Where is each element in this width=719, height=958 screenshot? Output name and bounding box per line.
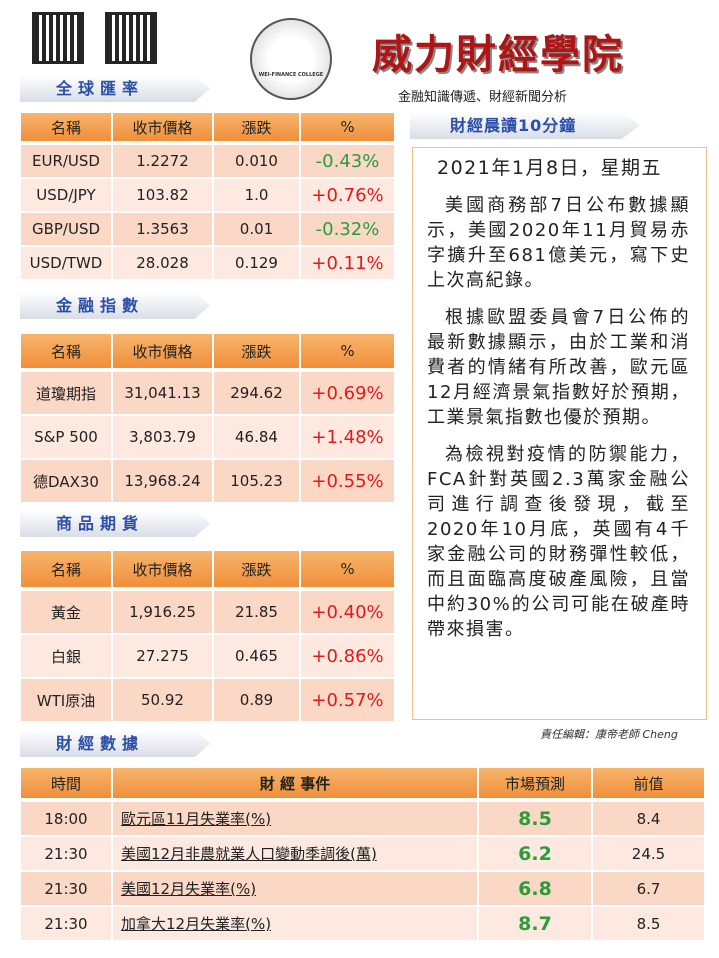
column-header: 收市價格 xyxy=(112,550,213,588)
table-cell: 1.3563 xyxy=(112,212,213,246)
subtitle: 金融知識傳遞、財經新聞分析 xyxy=(398,90,568,105)
section-banner: 財經晨讀10分鐘 xyxy=(410,112,640,139)
table-cell: 8.7 xyxy=(478,906,592,941)
table-cell: 294.62 xyxy=(213,371,300,415)
table-cell: 21:30 xyxy=(20,871,112,906)
table-cell: 0.89 xyxy=(213,678,300,722)
table-cell: 6.8 xyxy=(478,871,592,906)
table-cell: +0.57% xyxy=(300,678,395,722)
column-header: 財 經 事件 xyxy=(112,767,478,799)
paragraph: 為檢視對疫情的防禦能力，FCA針對英國2.3萬家金融公司進行調查後發現，截至20… xyxy=(427,444,690,640)
table-cell: 1.2272 xyxy=(112,144,213,178)
table-cell: 黃金 xyxy=(20,590,112,634)
table-cell: +0.86% xyxy=(300,634,395,678)
column-header: 名稱 xyxy=(20,112,112,142)
column-header: 名稱 xyxy=(20,550,112,588)
table-cell: +0.55% xyxy=(300,459,395,503)
table-cell: 3,803.79 xyxy=(112,415,213,459)
table-cell: +0.40% xyxy=(300,590,395,634)
column-header: 前值 xyxy=(592,767,705,799)
table-cell: 103.82 xyxy=(112,178,213,212)
table-cell: 27.275 xyxy=(112,634,213,678)
section-banner: 財經數據 xyxy=(20,730,210,757)
table-cell: +0.76% xyxy=(300,178,395,212)
table-cell: -0.43% xyxy=(300,144,395,178)
column-header: 名稱 xyxy=(20,333,112,369)
table-cell: 18:00 xyxy=(20,801,112,836)
table-cell: 0.01 xyxy=(213,212,300,246)
column-header: % xyxy=(300,550,395,588)
table-cell: 24.5 xyxy=(592,836,705,871)
paragraph: 根據歐盟委員會7日公佈的最新數據顯示，由於工業和消費者的情緒有所改善，歐元區12… xyxy=(427,307,690,428)
table-cell: 美國12月失業率(%) xyxy=(112,871,478,906)
table-cell: 21.85 xyxy=(213,590,300,634)
table-cell: 美國12月非農就業人口變動季調後(萬) xyxy=(112,836,478,871)
table-cell: GBP/USD xyxy=(20,212,112,246)
table-cell: WTI原油 xyxy=(20,678,112,722)
table-cell: 28.028 xyxy=(112,246,213,280)
table-cell: 105.23 xyxy=(213,459,300,503)
table-cell: 歐元區11月失業率(%) xyxy=(112,801,478,836)
article-date: 2021年1月8日，星期五 xyxy=(437,157,663,179)
table-cell: +0.69% xyxy=(300,371,395,415)
qr-code xyxy=(105,12,157,64)
table-cell: 加拿大12月失業率(%) xyxy=(112,906,478,941)
section-banner: 全球匯率 xyxy=(20,75,210,102)
table-cell: 0.010 xyxy=(213,144,300,178)
table-cell: 8.4 xyxy=(592,801,705,836)
table-cell: 德DAX30 xyxy=(20,459,112,503)
table-cell: 50.92 xyxy=(112,678,213,722)
column-header: % xyxy=(300,112,395,142)
title: 威力財經學院 xyxy=(372,32,624,78)
column-header: 收市價格 xyxy=(112,112,213,142)
table-cell: USD/JPY xyxy=(20,178,112,212)
table-cell: USD/TWD xyxy=(20,246,112,280)
table-cell: S&P 500 xyxy=(20,415,112,459)
table-cell: 6.7 xyxy=(592,871,705,906)
logo: WEI-FINANCE COLLEGE xyxy=(250,18,332,100)
table-cell: EUR/USD xyxy=(20,144,112,178)
column-header: % xyxy=(300,333,395,369)
column-header: 收市價格 xyxy=(112,333,213,369)
article-box: 2021年1月8日，星期五 美國商務部7日公布數據顯示，美國2020年11月貿易… xyxy=(412,147,707,720)
table-cell: 8.5 xyxy=(592,906,705,941)
table-cell: -0.32% xyxy=(300,212,395,246)
table-cell: 31,041.13 xyxy=(112,371,213,415)
table-cell: +1.48% xyxy=(300,415,395,459)
table-cell: +0.11% xyxy=(300,246,395,280)
table-cell: 0.465 xyxy=(213,634,300,678)
section-banner: 商品期貨 xyxy=(20,510,210,537)
column-header: 漲跌 xyxy=(213,550,300,588)
column-header: 漲跌 xyxy=(213,333,300,369)
table-cell: 46.84 xyxy=(213,415,300,459)
table-cell: 6.2 xyxy=(478,836,592,871)
column-header: 漲跌 xyxy=(213,112,300,142)
editor: 責任編輯：康帝老師 Cheng xyxy=(540,728,678,741)
column-header: 時間 xyxy=(20,767,112,799)
table-cell: 1.0 xyxy=(213,178,300,212)
table-cell: 21:30 xyxy=(20,836,112,871)
table-cell: 道瓊期指 xyxy=(20,371,112,415)
column-header: 市場預測 xyxy=(478,767,592,799)
logo-text: WEI-FINANCE COLLEGE xyxy=(258,72,324,78)
qr-code xyxy=(32,12,84,64)
paragraph: 美國商務部7日公布數據顯示，美國2020年11月貿易赤字擴升至681億美元，寫下… xyxy=(427,195,690,291)
table-cell: 1,916.25 xyxy=(112,590,213,634)
section-banner: 金融指數 xyxy=(20,292,210,319)
table-cell: 8.5 xyxy=(478,801,592,836)
table-cell: 0.129 xyxy=(213,246,300,280)
table-cell: 白銀 xyxy=(20,634,112,678)
table-cell: 13,968.24 xyxy=(112,459,213,503)
table-cell: 21:30 xyxy=(20,906,112,941)
